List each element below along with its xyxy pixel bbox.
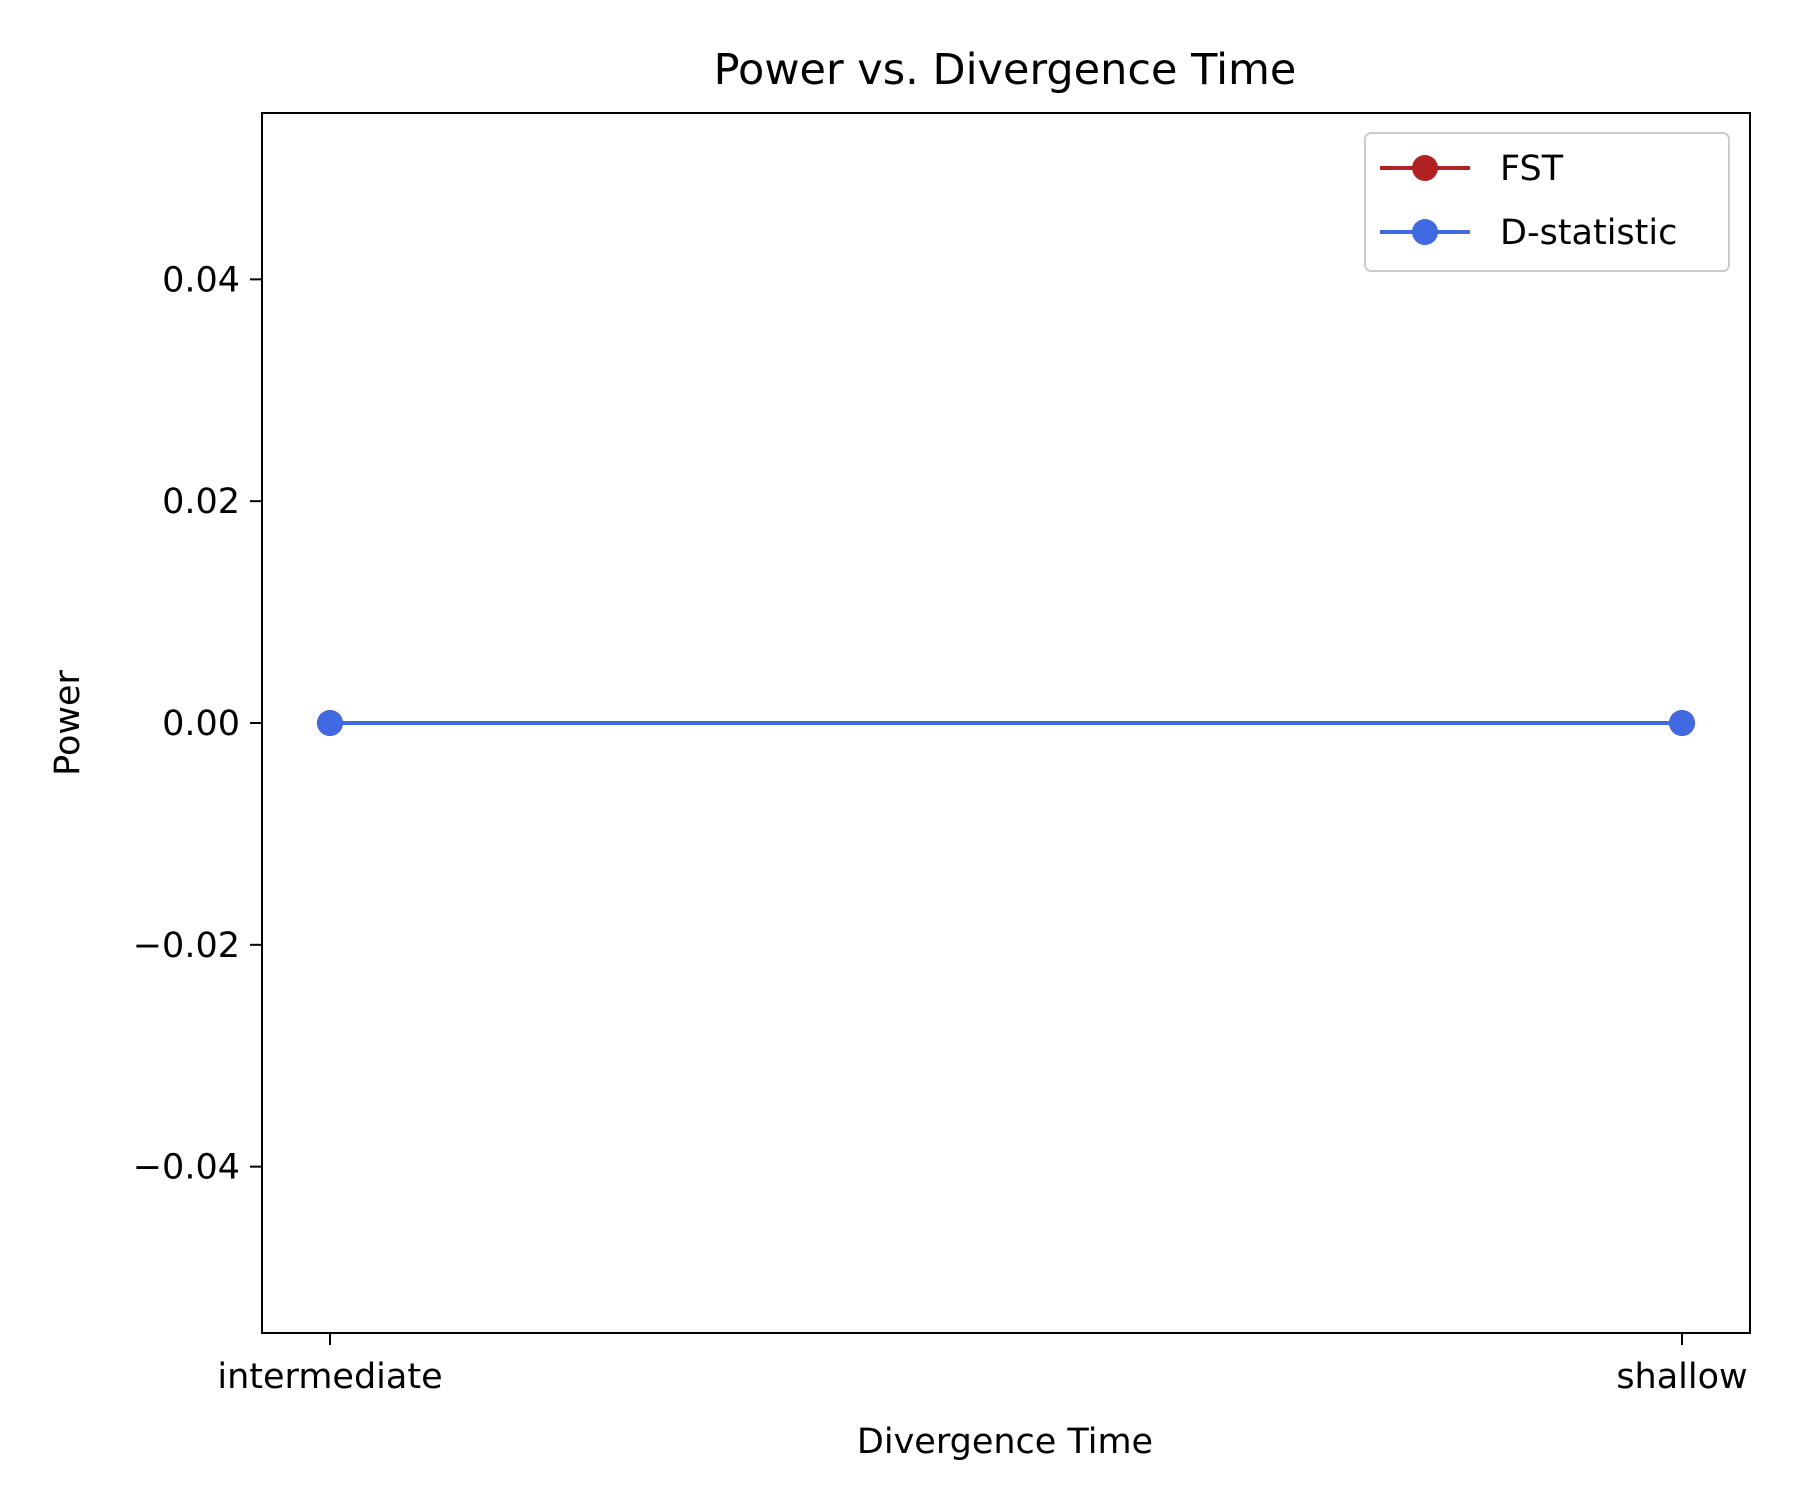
y-tick-label: 0.00 <box>162 704 240 744</box>
y-tick-label: 0.04 <box>162 260 240 300</box>
legend: FST D-statistic <box>1364 132 1730 272</box>
series-point-1 <box>317 710 343 736</box>
series-point-1 <box>1669 710 1695 736</box>
x-tick-label: intermediate <box>217 1357 442 1397</box>
legend-swatch-marker <box>1412 219 1438 245</box>
y-axis-label: Power <box>48 669 88 775</box>
y-axis: −0.04 −0.02 0.00 0.02 0.04 <box>133 260 262 1188</box>
y-tick-label: −0.04 <box>133 1148 240 1188</box>
y-tick-label: −0.02 <box>133 926 240 966</box>
chart-title: Power vs. Divergence Time <box>714 45 1297 95</box>
x-tick-label: shallow <box>1616 1357 1747 1397</box>
x-axis-label: Divergence Time <box>857 1422 1153 1462</box>
y-tick-label: 0.02 <box>162 482 240 522</box>
legend-swatch-marker <box>1412 155 1438 181</box>
x-axis: intermediate shallow <box>217 1333 1748 1397</box>
plot-area <box>317 710 1695 736</box>
legend-label: D-statistic <box>1500 213 1677 253</box>
legend-label: FST <box>1500 149 1564 189</box>
